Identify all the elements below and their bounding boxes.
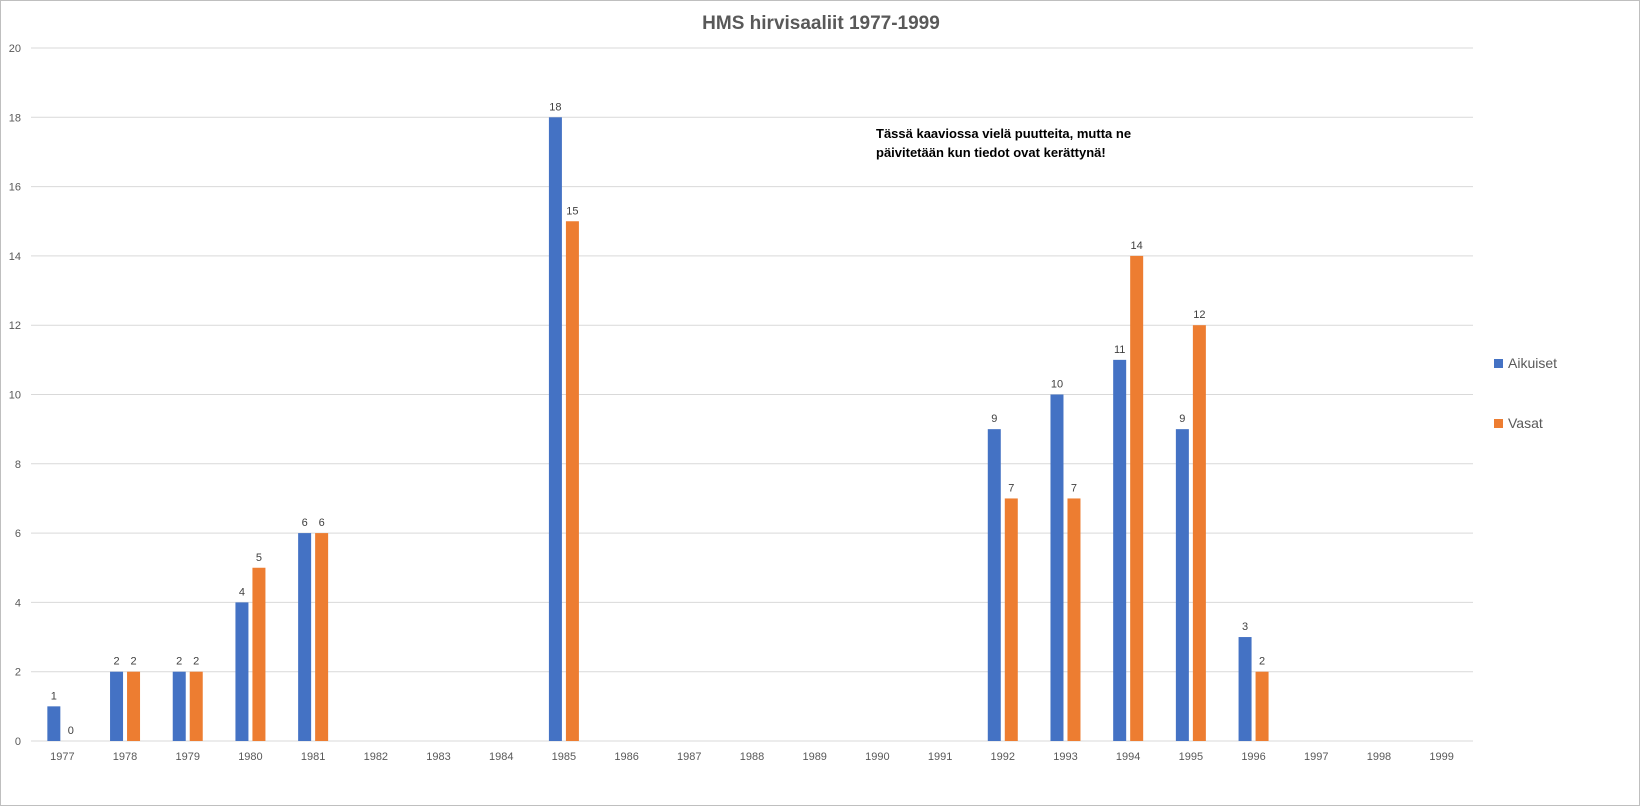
bar-aikuiset-1979 — [172, 671, 186, 741]
x-tick-label: 1990 — [865, 751, 889, 763]
x-tick-label: 1977 — [50, 751, 74, 763]
data-label: 9 — [1179, 413, 1185, 425]
y-axis-ticks: 0 2 4 6 8 10 12 14 16 18 20 — [9, 43, 21, 748]
bar-aikuiset-1992 — [987, 429, 1001, 741]
y-tick-label: 4 — [15, 597, 21, 609]
x-tick-label: 1989 — [802, 751, 826, 763]
x-tick-label: 1994 — [1116, 751, 1140, 763]
x-tick-label: 1996 — [1241, 751, 1265, 763]
data-label: 9 — [991, 413, 997, 425]
bar-aikuiset-1995 — [1175, 429, 1189, 741]
y-tick-label: 12 — [9, 320, 21, 332]
bar-vasat-1978 — [127, 671, 141, 741]
y-tick-label: 14 — [9, 251, 21, 263]
chart-annotation: Tässä kaaviossa vielä puutteita, mutta n… — [876, 126, 1131, 160]
y-tick-label: 0 — [15, 736, 21, 748]
y-tick-label: 10 — [9, 390, 21, 402]
x-tick-label: 1992 — [991, 751, 1015, 763]
bar-vasat-1980 — [252, 567, 266, 741]
y-tick-label: 6 — [15, 528, 21, 540]
bar-vasat-1994 — [1130, 255, 1144, 741]
data-label: 2 — [113, 656, 119, 668]
x-tick-label: 1999 — [1429, 751, 1453, 763]
x-tick-label: 1983 — [426, 751, 450, 763]
bar-aikuiset-1996 — [1238, 637, 1252, 741]
x-tick-label: 1984 — [489, 751, 513, 763]
y-tick-label: 8 — [15, 459, 21, 471]
bar-vasat-1981 — [315, 533, 329, 741]
data-label: 2 — [1259, 656, 1265, 668]
chart-title: HMS hirvisaaliit 1977-1999 — [702, 13, 940, 34]
x-tick-label: 1986 — [614, 751, 638, 763]
bar-aikuiset-1985 — [548, 117, 562, 742]
x-tick-label: 1985 — [552, 751, 576, 763]
annotation-line-1: Tässä kaaviossa vielä puutteita, mutta n… — [876, 126, 1131, 141]
data-label: 5 — [256, 552, 262, 564]
bar-aikuiset-1994 — [1113, 359, 1127, 741]
bar-aikuiset-1980 — [235, 602, 249, 741]
legend-label-vasat: Vasat — [1508, 415, 1543, 431]
x-tick-label: 1997 — [1304, 751, 1328, 763]
x-tick-label: 1981 — [301, 751, 325, 763]
bar-vasat-1992 — [1004, 498, 1018, 741]
annotation-line-2: päivitetään kun tiedot ovat kerättynä! — [876, 145, 1106, 160]
bar-aikuiset-1978 — [110, 671, 124, 741]
data-label: 0 — [68, 725, 74, 737]
legend-swatch-vasat — [1494, 419, 1503, 428]
gridlines — [31, 47, 1473, 673]
x-tick-label: 1978 — [113, 751, 137, 763]
bar-vasat-1995 — [1192, 325, 1206, 741]
data-label: 14 — [1131, 240, 1143, 252]
data-label: 11 — [1114, 344, 1125, 356]
x-tick-label: 1979 — [175, 751, 199, 763]
x-tick-label: 1991 — [928, 751, 952, 763]
bar-vasat-1996 — [1255, 671, 1269, 741]
bar-vasat-1985 — [565, 221, 579, 741]
x-tick-label: 1988 — [740, 751, 764, 763]
bar-aikuiset-1981 — [298, 533, 312, 741]
data-label: 12 — [1193, 309, 1205, 321]
data-label: 18 — [549, 101, 561, 113]
y-tick-label: 2 — [15, 667, 21, 679]
y-tick-label: 18 — [9, 112, 21, 124]
legend[interactable]: Aikuiset Vasat — [1494, 355, 1557, 431]
data-label: 2 — [130, 656, 136, 668]
data-label: 7 — [1071, 482, 1077, 494]
legend-swatch-aikuiset — [1494, 359, 1503, 368]
data-label: 4 — [239, 586, 245, 598]
data-label: 10 — [1051, 379, 1063, 391]
x-tick-label: 1998 — [1367, 751, 1391, 763]
x-tick-label: 1980 — [238, 751, 262, 763]
y-tick-label: 20 — [9, 43, 21, 55]
data-label: 7 — [1008, 482, 1014, 494]
bars — [47, 117, 1269, 742]
data-label: 6 — [302, 517, 308, 529]
data-label: 2 — [193, 656, 199, 668]
x-tick-label: 1982 — [364, 751, 388, 763]
x-tick-label: 1995 — [1179, 751, 1203, 763]
legend-label-aikuiset: Aikuiset — [1508, 355, 1557, 371]
data-label: 3 — [1242, 621, 1248, 633]
bar-vasat-1979 — [189, 671, 203, 741]
bar-aikuiset-1977 — [47, 706, 61, 741]
data-label: 6 — [319, 517, 325, 529]
bar-vasat-1993 — [1067, 498, 1081, 741]
x-tick-label: 1993 — [1053, 751, 1077, 763]
bar-aikuiset-1993 — [1050, 394, 1064, 741]
x-tick-label: 1987 — [677, 751, 701, 763]
data-label: 2 — [176, 656, 182, 668]
y-tick-label: 16 — [9, 182, 21, 194]
x-axis-ticks: 1977 1978 1979 1980 1981 1982 1983 1984 1985 1986… — [50, 751, 1454, 763]
data-label: 1 — [51, 690, 57, 702]
data-label: 15 — [566, 205, 578, 217]
